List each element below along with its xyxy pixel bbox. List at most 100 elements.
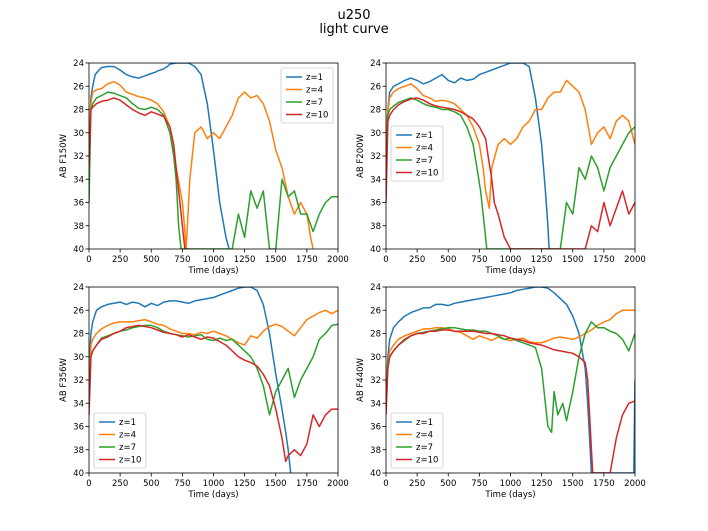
x-tick-label: 1500 xyxy=(265,479,287,489)
series-line-z1 xyxy=(386,63,550,249)
legend-label: z=7 xyxy=(306,98,323,108)
x-tick-label: 1750 xyxy=(296,255,318,265)
x-tick-label: 500 xyxy=(440,479,456,489)
y-tick-label: 30 xyxy=(370,353,381,363)
x-tick-label: 2000 xyxy=(327,479,349,489)
x-tick-label: 1750 xyxy=(593,479,615,489)
y-tick-label: 36 xyxy=(73,423,84,433)
x-tick-label: 250 xyxy=(112,255,128,265)
y-axis-label: AB F440W xyxy=(356,357,366,401)
legend-label: z=1 xyxy=(416,131,433,141)
x-tick-label: 500 xyxy=(143,479,159,489)
x-tick-label: 1750 xyxy=(296,479,318,489)
chart-panel-1: 0 250 500 750 1000 1250 1500 1750 2000 24 26 28 30 32… xyxy=(59,59,349,276)
y-tick-label: 26 xyxy=(370,82,381,92)
legend-label: z=4 xyxy=(306,86,323,96)
y-tick-label: 34 xyxy=(370,399,381,409)
x-tick-label: 250 xyxy=(112,479,128,489)
series-line-z10 xyxy=(386,329,635,473)
x-axis-label: Time (days) xyxy=(484,266,535,276)
y-tick-label: 36 xyxy=(370,199,381,209)
figure-title: u250 xyxy=(337,8,371,23)
series-line-z1 xyxy=(89,63,230,249)
y-tick-label: 30 xyxy=(73,353,84,363)
x-axis-label: Time (days) xyxy=(484,490,535,500)
y-tick-label: 32 xyxy=(73,152,84,162)
series-group xyxy=(89,63,338,249)
y-tick-label: 26 xyxy=(73,82,84,92)
series-group xyxy=(89,287,338,473)
x-tick-label: 1000 xyxy=(500,255,522,265)
x-tick-label: 750 xyxy=(174,255,190,265)
legend-label: z=1 xyxy=(306,73,323,83)
y-axis-label: AB F200W xyxy=(356,133,366,177)
y-tick-label: 24 xyxy=(73,283,84,293)
y-tick-label: 38 xyxy=(73,446,84,456)
x-tick-label: 1500 xyxy=(562,479,584,489)
legend-label: z=7 xyxy=(416,443,433,453)
series-line-z4 xyxy=(89,309,338,392)
y-tick-label: 40 xyxy=(73,245,84,255)
legend: z=1 z=4 z=7 z=10 xyxy=(280,67,334,124)
legend: z=1 z=4 z=7 z=10 xyxy=(390,412,444,469)
legend: z=1 z=4 z=7 z=10 xyxy=(390,125,444,182)
y-tick-label: 28 xyxy=(370,106,381,116)
x-tick-label: 0 xyxy=(383,479,388,489)
legend-box xyxy=(93,412,147,469)
series-line-z10 xyxy=(89,324,338,463)
x-tick-label: 1000 xyxy=(203,255,225,265)
legend-box xyxy=(280,67,334,124)
x-tick-label: 500 xyxy=(440,255,456,265)
x-tick-label: 0 xyxy=(383,255,388,265)
y-tick-label: 40 xyxy=(370,469,381,479)
y-tick-label: 32 xyxy=(370,152,381,162)
x-tick-label: 1000 xyxy=(500,479,522,489)
x-tick-label: 1500 xyxy=(265,255,287,265)
y-tick-label: 38 xyxy=(73,222,84,232)
y-tick-label: 34 xyxy=(73,175,84,185)
legend-label: z=10 xyxy=(119,456,141,466)
y-tick-label: 28 xyxy=(73,330,84,340)
figure-subtitle: light curve xyxy=(319,22,389,37)
chart-panel-4: 0 250 500 750 1000 1250 1500 1750 2000 24 26 28 30 32… xyxy=(356,283,646,500)
legend-box xyxy=(390,412,444,469)
y-tick-label: 40 xyxy=(73,469,84,479)
y-tick-label: 26 xyxy=(73,306,84,316)
x-tick-label: 2000 xyxy=(624,479,646,489)
x-tick-label: 1500 xyxy=(562,255,584,265)
x-tick-label: 1250 xyxy=(531,479,553,489)
x-tick-label: 750 xyxy=(471,479,487,489)
x-tick-label: 250 xyxy=(409,255,425,265)
legend-label: z=10 xyxy=(416,169,438,179)
x-tick-label: 1250 xyxy=(531,255,553,265)
x-tick-label: 1750 xyxy=(593,255,615,265)
x-axis-label: Time (days) xyxy=(187,266,238,276)
series-group xyxy=(386,287,635,473)
y-tick-label: 26 xyxy=(370,306,381,316)
legend-label: z=4 xyxy=(416,431,433,441)
x-tick-label: 2000 xyxy=(624,255,646,265)
legend-label: z=7 xyxy=(416,156,433,166)
y-tick-label: 36 xyxy=(370,423,381,433)
series-line-z4 xyxy=(386,79,635,210)
chart-panel-3: 0 250 500 750 1000 1250 1500 1750 2000 24 26 28 30 32… xyxy=(59,283,349,500)
series-line-z7 xyxy=(89,91,338,249)
x-axis-label: Time (days) xyxy=(187,490,238,500)
x-tick-label: 0 xyxy=(86,255,91,265)
series-line-z10 xyxy=(386,97,635,249)
x-tick-label: 750 xyxy=(471,255,487,265)
y-axis-label: AB F150W xyxy=(59,133,69,177)
x-tick-label: 250 xyxy=(409,479,425,489)
x-tick-label: 1250 xyxy=(234,479,256,489)
y-tick-label: 28 xyxy=(73,106,84,116)
legend-label: z=10 xyxy=(416,456,438,466)
legend-label: z=4 xyxy=(119,431,136,441)
y-tick-label: 30 xyxy=(370,129,381,139)
chart-panel-2: 0 250 500 750 1000 1250 1500 1750 2000 24 26 28 30 32… xyxy=(356,59,646,276)
x-tick-label: 1000 xyxy=(203,479,225,489)
y-tick-label: 32 xyxy=(73,376,84,386)
y-tick-label: 32 xyxy=(370,376,381,386)
x-tick-label: 500 xyxy=(143,255,159,265)
y-tick-label: 34 xyxy=(73,399,84,409)
legend-label: z=1 xyxy=(416,418,433,428)
